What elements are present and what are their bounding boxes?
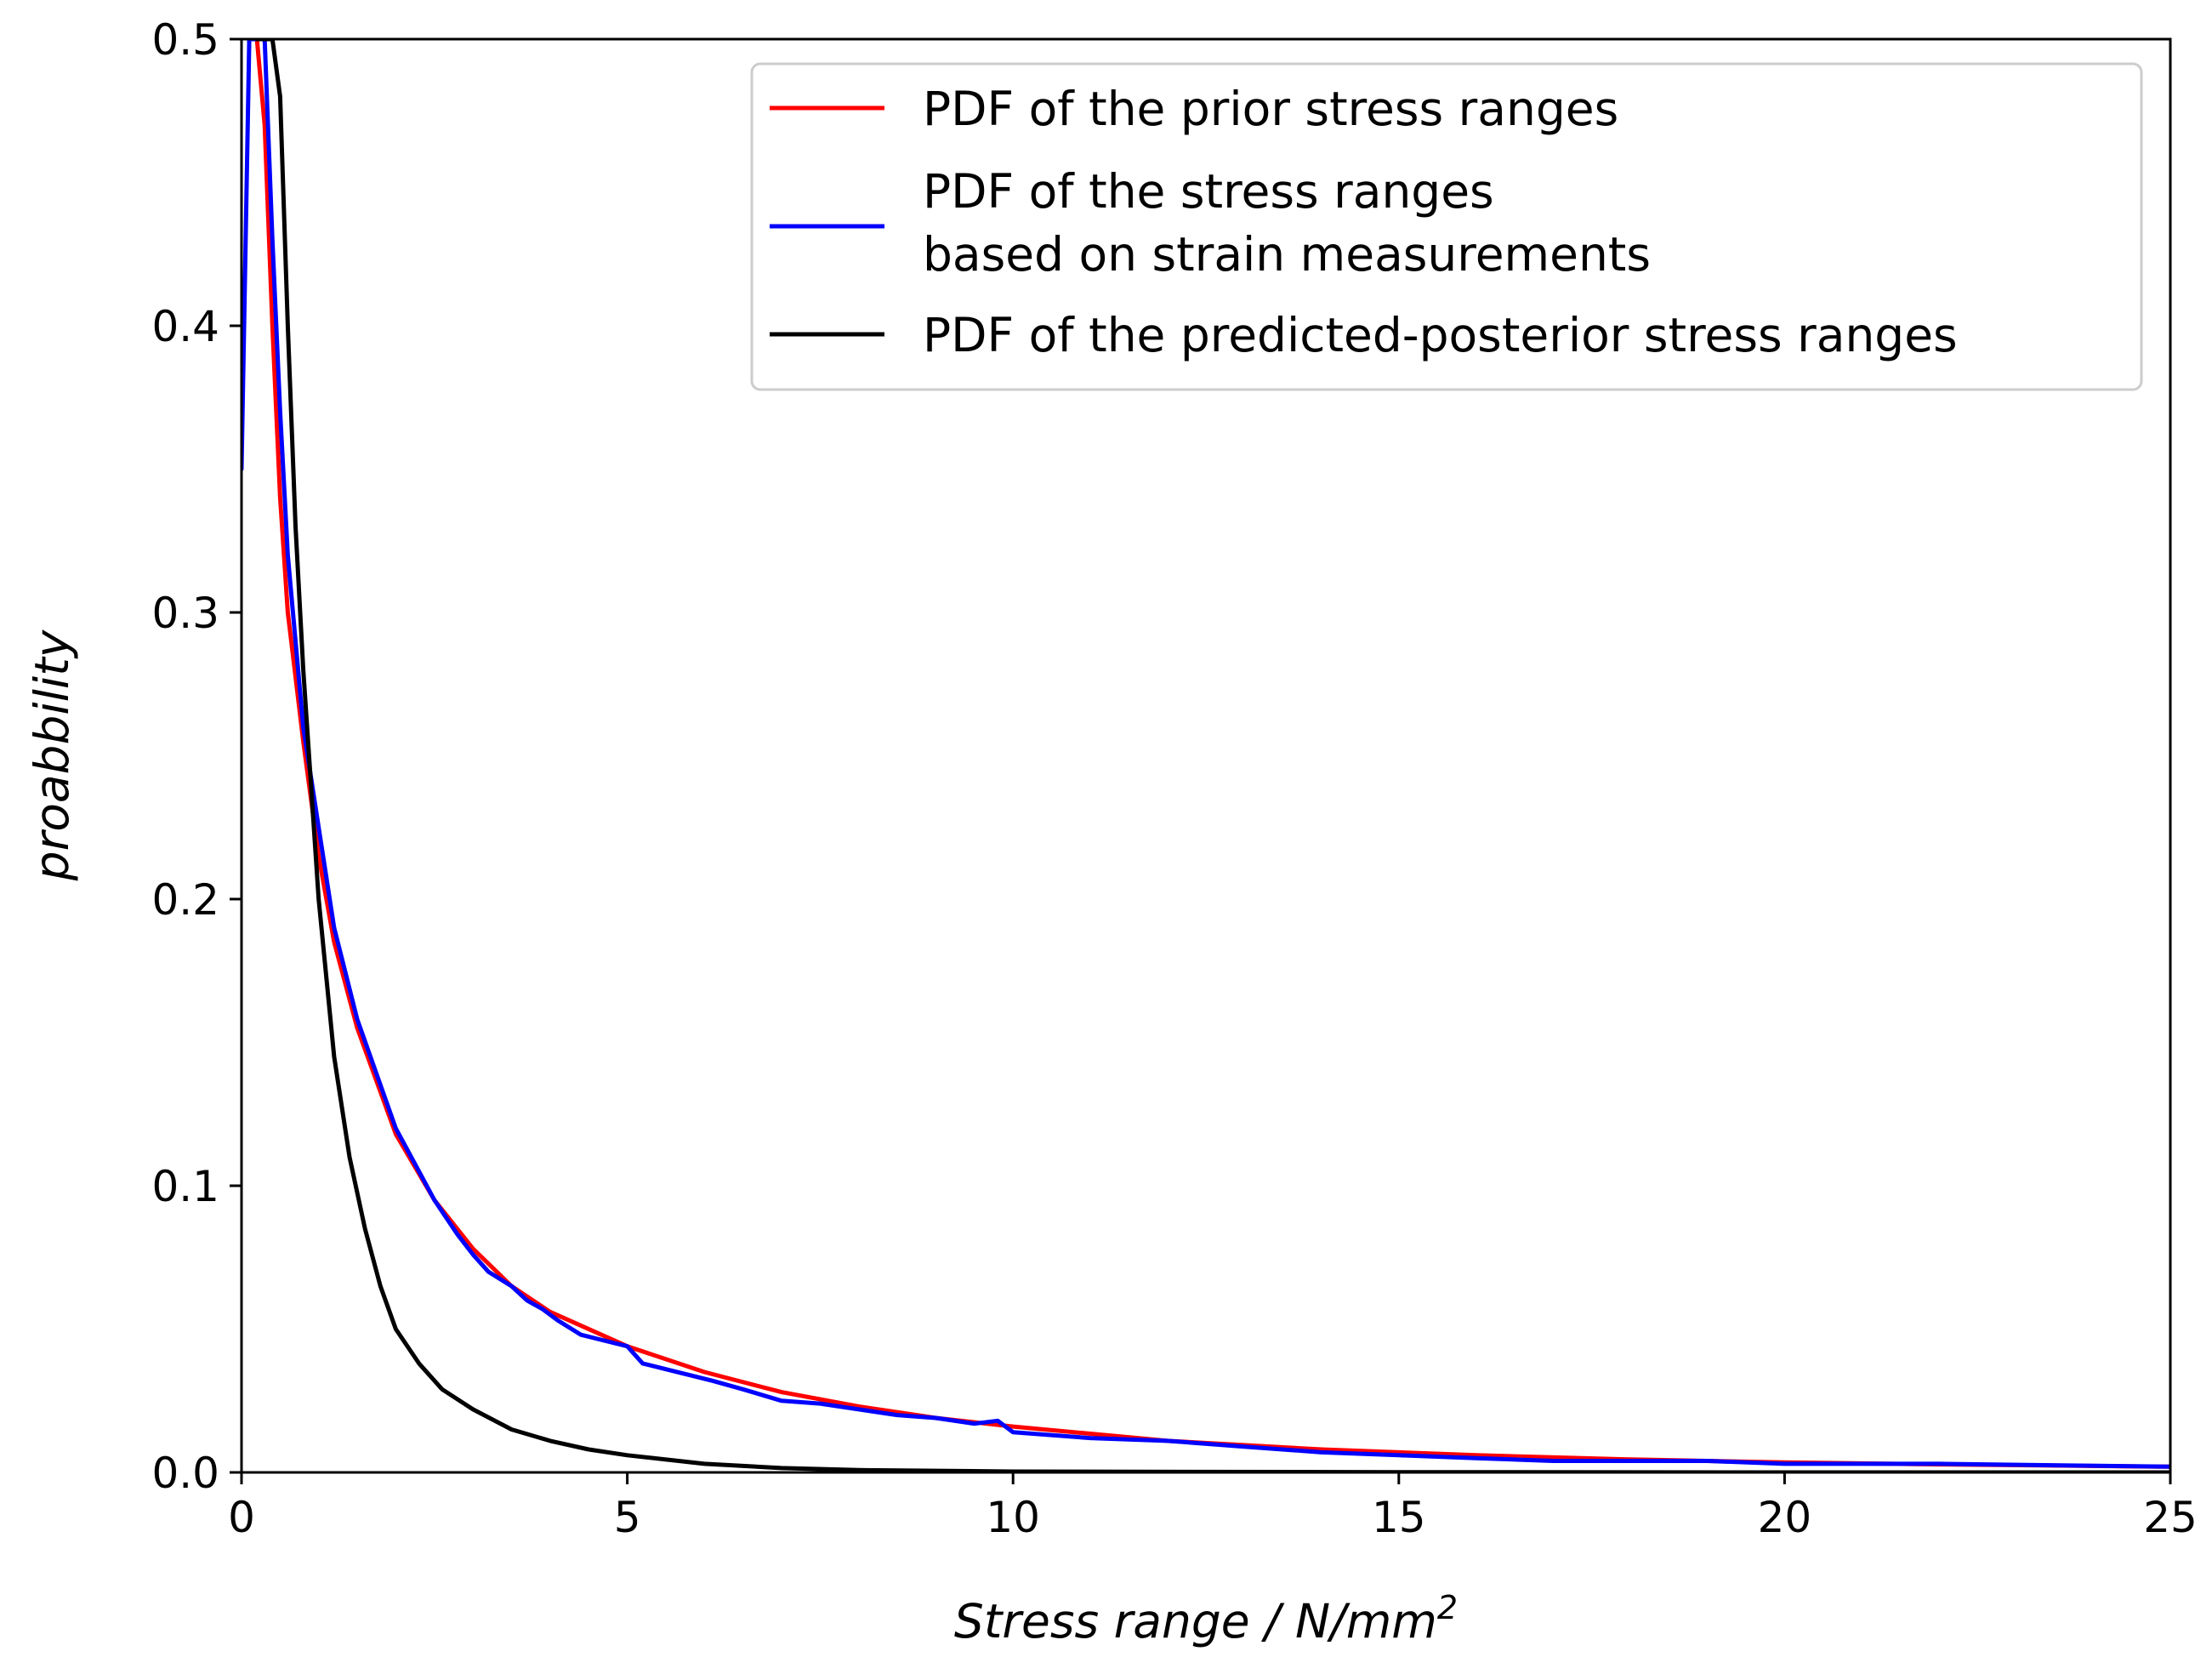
series-line-measured — [242, 39, 2170, 1469]
legend: PDF of the prior stress ranges PDF of th… — [750, 62, 2143, 391]
x-axis-title-superscript: 2 — [1437, 1589, 1458, 1626]
series-layer — [242, 39, 2170, 1472]
y-tick-label: 0.5 — [151, 15, 219, 65]
x-axis: 0 5 10 15 20 25 — [228, 1472, 2198, 1542]
x-tick-label: 20 — [1758, 1493, 1812, 1542]
y-axis: 0.0 0.1 0.2 0.3 0.4 0.5 — [151, 15, 242, 1498]
y-tick-label: 0.0 — [151, 1449, 219, 1498]
x-tick-label: 10 — [986, 1493, 1040, 1542]
y-tick-label: 0.3 — [151, 589, 219, 638]
legend-label-prior: PDF of the prior stress ranges — [923, 82, 1618, 136]
legend-frame — [750, 62, 2143, 391]
legend-label-posterior: PDF of the predicted-posterior stress ra… — [923, 308, 1958, 362]
legend-label-measured-line1: PDF of the stress ranges — [923, 164, 1494, 219]
x-tick-label: 5 — [614, 1493, 641, 1542]
x-axis-title: Stress range / N/mm2 — [954, 1589, 1458, 1648]
x-tick-label: 25 — [2143, 1493, 2198, 1542]
y-tick-label: 0.2 — [151, 875, 219, 925]
legend-label-measured-line2: based on strain measurements — [923, 227, 1651, 282]
series-line-posterior — [254, 39, 2170, 1472]
y-tick-label: 0.1 — [151, 1162, 219, 1211]
y-axis-title: proabbility — [25, 629, 79, 881]
plot-area-frame — [240, 37, 2172, 1474]
x-tick-label: 0 — [228, 1493, 255, 1542]
x-tick-label: 15 — [1372, 1493, 1426, 1542]
series-line-prior — [247, 39, 2170, 1469]
y-tick-label: 0.4 — [151, 302, 219, 351]
